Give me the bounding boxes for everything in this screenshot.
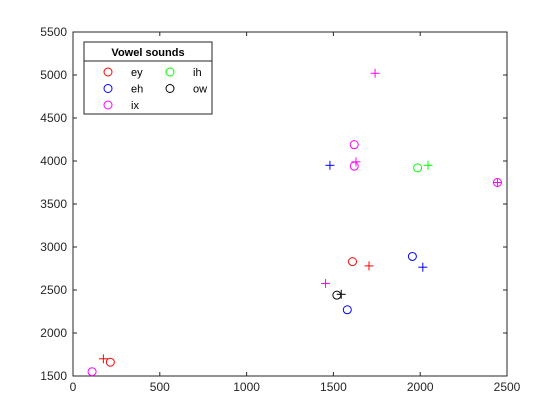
legend: Vowel sounds ey ih eh ow ix	[83, 41, 213, 115]
legend-label-eh: eh	[131, 84, 143, 96]
legend-marker-ix	[103, 100, 113, 110]
point-cross-ix	[492, 178, 502, 187]
y-tick-label: 3000	[40, 240, 67, 254]
legend-marker-ey	[103, 67, 113, 77]
point-circle-ih	[413, 163, 423, 173]
point-cross-ix	[370, 68, 380, 78]
y-tick-label: 3500	[40, 197, 67, 211]
point-circle-ey	[347, 257, 357, 267]
series-ih	[413, 160, 433, 173]
legend-marker-ow	[165, 84, 175, 93]
legend-marker-eh	[103, 84, 113, 93]
point-cross-ix	[321, 279, 331, 289]
point-circle-ix	[87, 367, 97, 377]
legend-item-eh: eh	[103, 84, 143, 96]
y-tick-label: 5500	[40, 25, 67, 39]
point-circle-eh	[342, 305, 352, 315]
x-tick-label: 2000	[407, 380, 434, 394]
x-tick-label: 500	[150, 380, 170, 394]
point-cross-ey	[364, 261, 374, 271]
legend-label-ow: ow	[193, 84, 207, 96]
point-cross-ey	[98, 354, 108, 364]
point-cross-ow	[336, 289, 346, 299]
legend-item-ix: ix	[103, 100, 139, 112]
legend-item-ih: ih	[165, 67, 202, 79]
x-tick-label: 1000	[233, 380, 260, 394]
y-tick-label: 5000	[40, 68, 67, 82]
legend-marker-ih	[165, 67, 175, 77]
x-tick-label: 0	[70, 380, 77, 394]
x-tick-label: 1500	[320, 380, 347, 394]
data-marks	[87, 68, 502, 377]
y-tick-label: 1500	[40, 369, 67, 383]
y-tick-label: 2500	[40, 283, 67, 297]
point-circle-eh	[407, 251, 417, 261]
legend-label-ey: ey	[131, 67, 143, 79]
series-eh	[325, 160, 428, 315]
y-tick-label: 4000	[40, 154, 67, 168]
point-cross-ix	[351, 157, 361, 167]
series-ow	[332, 289, 346, 300]
series-ey	[98, 257, 374, 367]
point-cross-eh	[325, 160, 335, 170]
legend-label-ix: ix	[131, 100, 139, 112]
legend-item-ow: ow	[165, 84, 207, 96]
point-circle-ix	[349, 140, 359, 150]
point-cross-ih	[423, 160, 433, 170]
y-tick-label: 2000	[40, 326, 67, 340]
point-circle-ey	[105, 357, 115, 367]
series-ix	[87, 68, 502, 377]
point-cross-eh	[418, 262, 428, 272]
y-tick-label: 4500	[40, 111, 67, 125]
x-tick-label: 2500	[494, 380, 521, 394]
axes: 0 500 1000 1500 2000 2500 1500 2000 2500 3000 3500…	[40, 25, 520, 394]
legend-item-ey: ey	[103, 67, 143, 79]
legend-title: Vowel sounds	[111, 47, 184, 59]
legend-label-ih: ih	[193, 67, 202, 79]
